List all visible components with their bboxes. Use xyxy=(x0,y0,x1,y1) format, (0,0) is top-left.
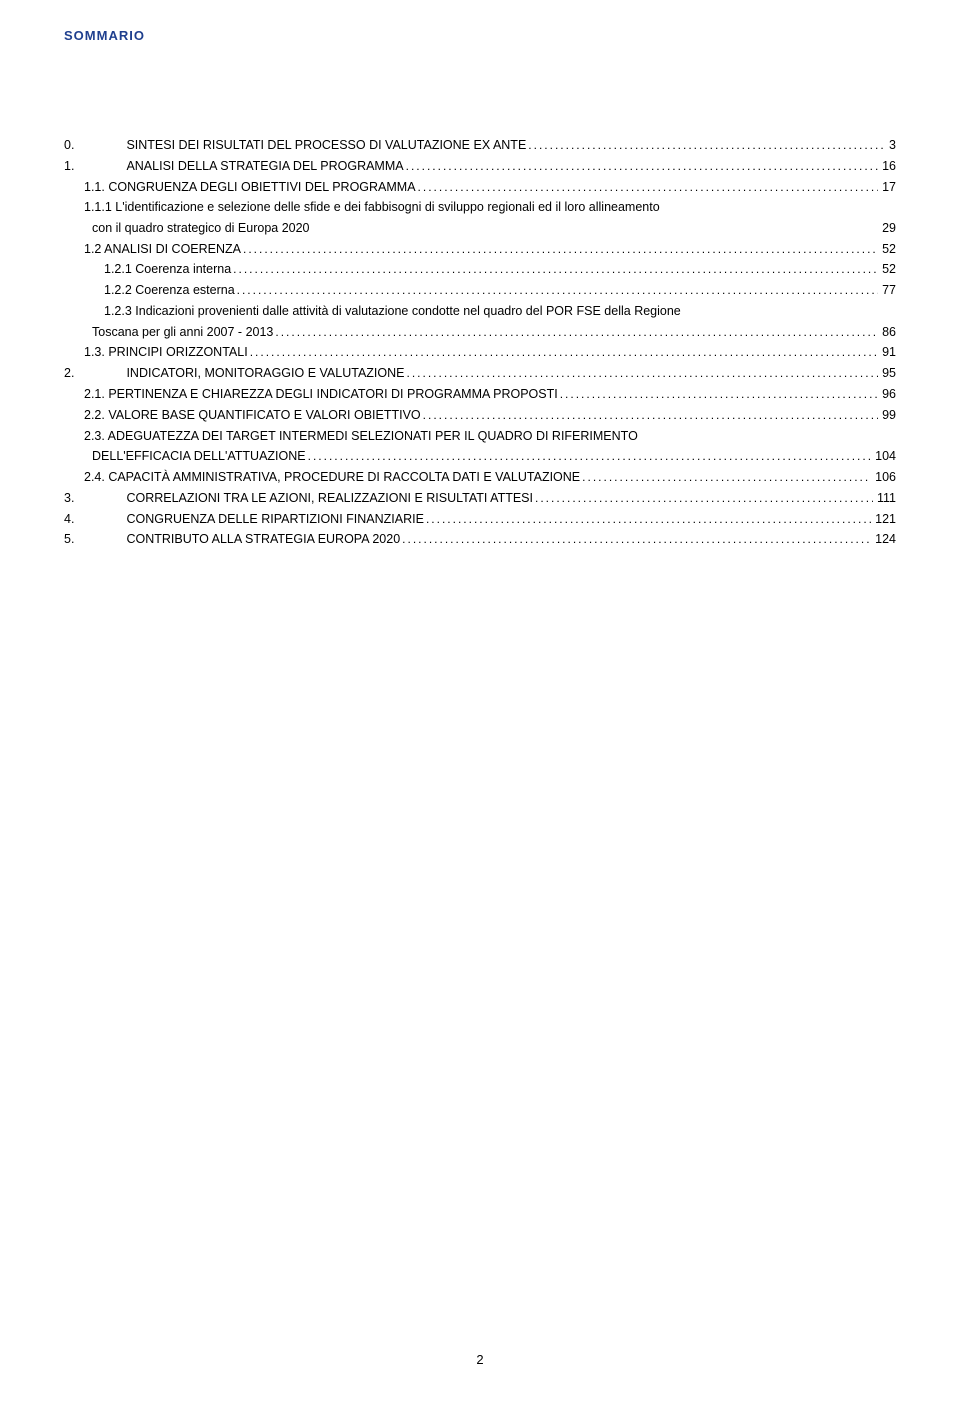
toc-row: 1.1.1 L'identificazione e selezione dell… xyxy=(64,197,896,218)
toc-row: con il quadro strategico di Europa 2020 2… xyxy=(64,218,896,239)
toc-leader xyxy=(416,178,879,198)
toc-page: 86 xyxy=(878,322,896,343)
toc-row: 1.2.1 Coerenza interna 52 xyxy=(64,259,896,280)
toc-title: 1.3. PRINCIPI ORIZZONTALI xyxy=(84,342,248,363)
toc-title: con il quadro strategico di Europa 2020 xyxy=(92,218,310,239)
document-page: SOMMARIO 0. SINTESI DEI RISULTATI DEL PRO… xyxy=(0,0,960,550)
toc-page: 99 xyxy=(878,405,896,426)
toc-row: 2.1. PERTINENZA E CHIAREZZA DEGLI INDICA… xyxy=(64,384,896,405)
toc-title: CONTRIBUTO ALLA STRATEGIA EUROPA 2020 xyxy=(126,529,400,550)
toc-leader xyxy=(273,323,878,343)
toc-leader xyxy=(533,489,873,509)
toc-row: 2. INDICATORI, MONITORAGGIO E VALUTAZIONE… xyxy=(64,363,896,384)
toc-page: 106 xyxy=(871,467,896,488)
page-number: 2 xyxy=(0,1352,960,1367)
toc-leader xyxy=(241,240,878,260)
toc-title: SINTESI DEI RISULTATI DEL PROCESSO DI VA… xyxy=(126,135,526,156)
toc-leader xyxy=(404,157,878,177)
toc-leader xyxy=(404,364,878,384)
toc-title: 2.3. ADEGUATEZZA DEI TARGET INTERMEDI SE… xyxy=(84,426,638,447)
toc-leader xyxy=(558,385,878,405)
toc-row: 2.3. ADEGUATEZZA DEI TARGET INTERMEDI SE… xyxy=(64,426,896,447)
toc-number: 0. xyxy=(64,135,74,156)
toc-page: 16 xyxy=(878,156,896,177)
toc-title: ANALISI DELLA STRATEGIA DEL PROGRAMMA xyxy=(126,156,403,177)
toc-number: 2. xyxy=(64,363,74,384)
toc-row: 4. CONGRUENZA DELLE RIPARTIZIONI FINANZIA… xyxy=(64,509,896,530)
toc-leader xyxy=(235,281,878,301)
toc-leader xyxy=(424,510,871,530)
toc-leader xyxy=(306,447,872,467)
toc-leader xyxy=(421,406,878,426)
toc-page: 29 xyxy=(878,218,896,239)
toc-number: 4. xyxy=(64,509,74,530)
table-of-contents: 0. SINTESI DEI RISULTATI DEL PROCESSO DI … xyxy=(64,135,896,550)
toc-page: 17 xyxy=(878,177,896,198)
toc-row: Toscana per gli anni 2007 - 2013 86 xyxy=(64,322,896,343)
toc-title: 1.1. CONGRUENZA DEGLI OBIETTIVI DEL PROG… xyxy=(84,177,416,198)
toc-page: 121 xyxy=(871,509,896,530)
toc-page: 104 xyxy=(871,446,896,467)
toc-page: 95 xyxy=(878,363,896,384)
toc-number: 1. xyxy=(64,156,74,177)
toc-page: 3 xyxy=(885,135,896,156)
toc-title: 1.2 ANALISI DI COERENZA xyxy=(84,239,241,260)
toc-title: INDICATORI, MONITORAGGIO E VALUTAZIONE xyxy=(126,363,404,384)
toc-page: 91 xyxy=(878,342,896,363)
toc-title: 1.2.3 Indicazioni provenienti dalle atti… xyxy=(104,301,681,322)
summary-heading: SOMMARIO xyxy=(64,28,896,43)
toc-row: 2.2. VALORE BASE QUANTIFICATO E VALORI O… xyxy=(64,405,896,426)
toc-page: 52 xyxy=(878,239,896,260)
toc-title: 2.2. VALORE BASE QUANTIFICATO E VALORI O… xyxy=(84,405,421,426)
toc-page: 77 xyxy=(878,280,896,301)
toc-number: 3. xyxy=(64,488,74,509)
toc-leader xyxy=(248,343,878,363)
toc-title: 2.1. PERTINENZA E CHIAREZZA DEGLI INDICA… xyxy=(84,384,558,405)
toc-row: 1. ANALISI DELLA STRATEGIA DEL PROGRAMMA 1… xyxy=(64,156,896,177)
toc-title: 1.2.2 Coerenza esterna xyxy=(104,280,235,301)
toc-row: 1.2 ANALISI DI COERENZA 52 xyxy=(64,239,896,260)
toc-title: 2.4. CAPACITÀ AMMINISTRATIVA, PROCEDURE … xyxy=(84,467,580,488)
toc-page: 111 xyxy=(873,488,896,509)
toc-page: 124 xyxy=(871,529,896,550)
toc-title: CORRELAZIONI TRA LE AZIONI, REALIZZAZION… xyxy=(126,488,533,509)
toc-leader xyxy=(231,260,878,280)
toc-title: 1.2.1 Coerenza interna xyxy=(104,259,231,280)
toc-title: DELL'EFFICACIA DELL'ATTUAZIONE xyxy=(92,446,306,467)
toc-row: 3. CORRELAZIONI TRA LE AZIONI, REALIZZAZI… xyxy=(64,488,896,509)
toc-row: 2.4. CAPACITÀ AMMINISTRATIVA, PROCEDURE … xyxy=(64,467,896,488)
toc-page: 96 xyxy=(878,384,896,405)
toc-row: 1.3. PRINCIPI ORIZZONTALI 91 xyxy=(64,342,896,363)
toc-row: DELL'EFFICACIA DELL'ATTUAZIONE 104 xyxy=(64,446,896,467)
toc-title: Toscana per gli anni 2007 - 2013 xyxy=(92,322,273,343)
toc-leader xyxy=(400,530,871,550)
toc-leader xyxy=(526,136,885,156)
toc-row: 0. SINTESI DEI RISULTATI DEL PROCESSO DI … xyxy=(64,135,896,156)
toc-title: 1.1.1 L'identificazione e selezione dell… xyxy=(84,197,660,218)
toc-number: 5. xyxy=(64,529,74,550)
toc-row: 1.1. CONGRUENZA DEGLI OBIETTIVI DEL PROG… xyxy=(64,177,896,198)
toc-page: 52 xyxy=(878,259,896,280)
toc-row: 1.2.3 Indicazioni provenienti dalle atti… xyxy=(64,301,896,322)
toc-title: CONGRUENZA DELLE RIPARTIZIONI FINANZIARI… xyxy=(126,509,424,530)
toc-leader xyxy=(580,468,871,488)
toc-row: 1.2.2 Coerenza esterna 77 xyxy=(64,280,896,301)
toc-row: 5. CONTRIBUTO ALLA STRATEGIA EUROPA 2020 1… xyxy=(64,529,896,550)
